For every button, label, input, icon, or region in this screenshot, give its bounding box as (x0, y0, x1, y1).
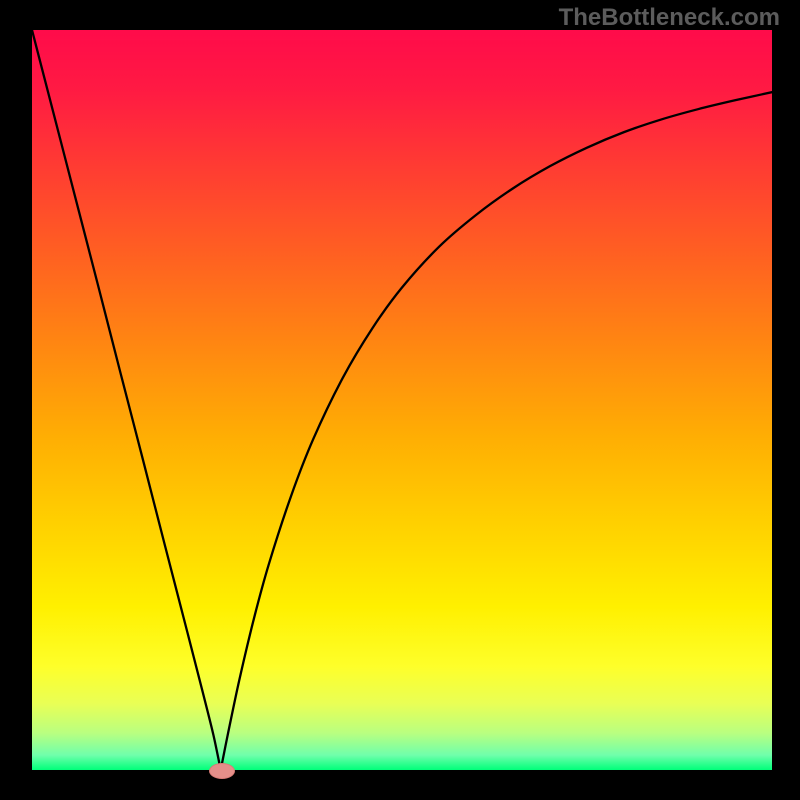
minimum-point-marker (209, 763, 235, 779)
curve-right-branch (221, 92, 772, 770)
curve-left-branch (32, 30, 221, 770)
watermark-text: TheBottleneck.com (559, 4, 780, 32)
plot-area (32, 30, 772, 770)
bottleneck-curve (32, 30, 772, 770)
chart-container: TheBottleneck.com (0, 0, 800, 800)
